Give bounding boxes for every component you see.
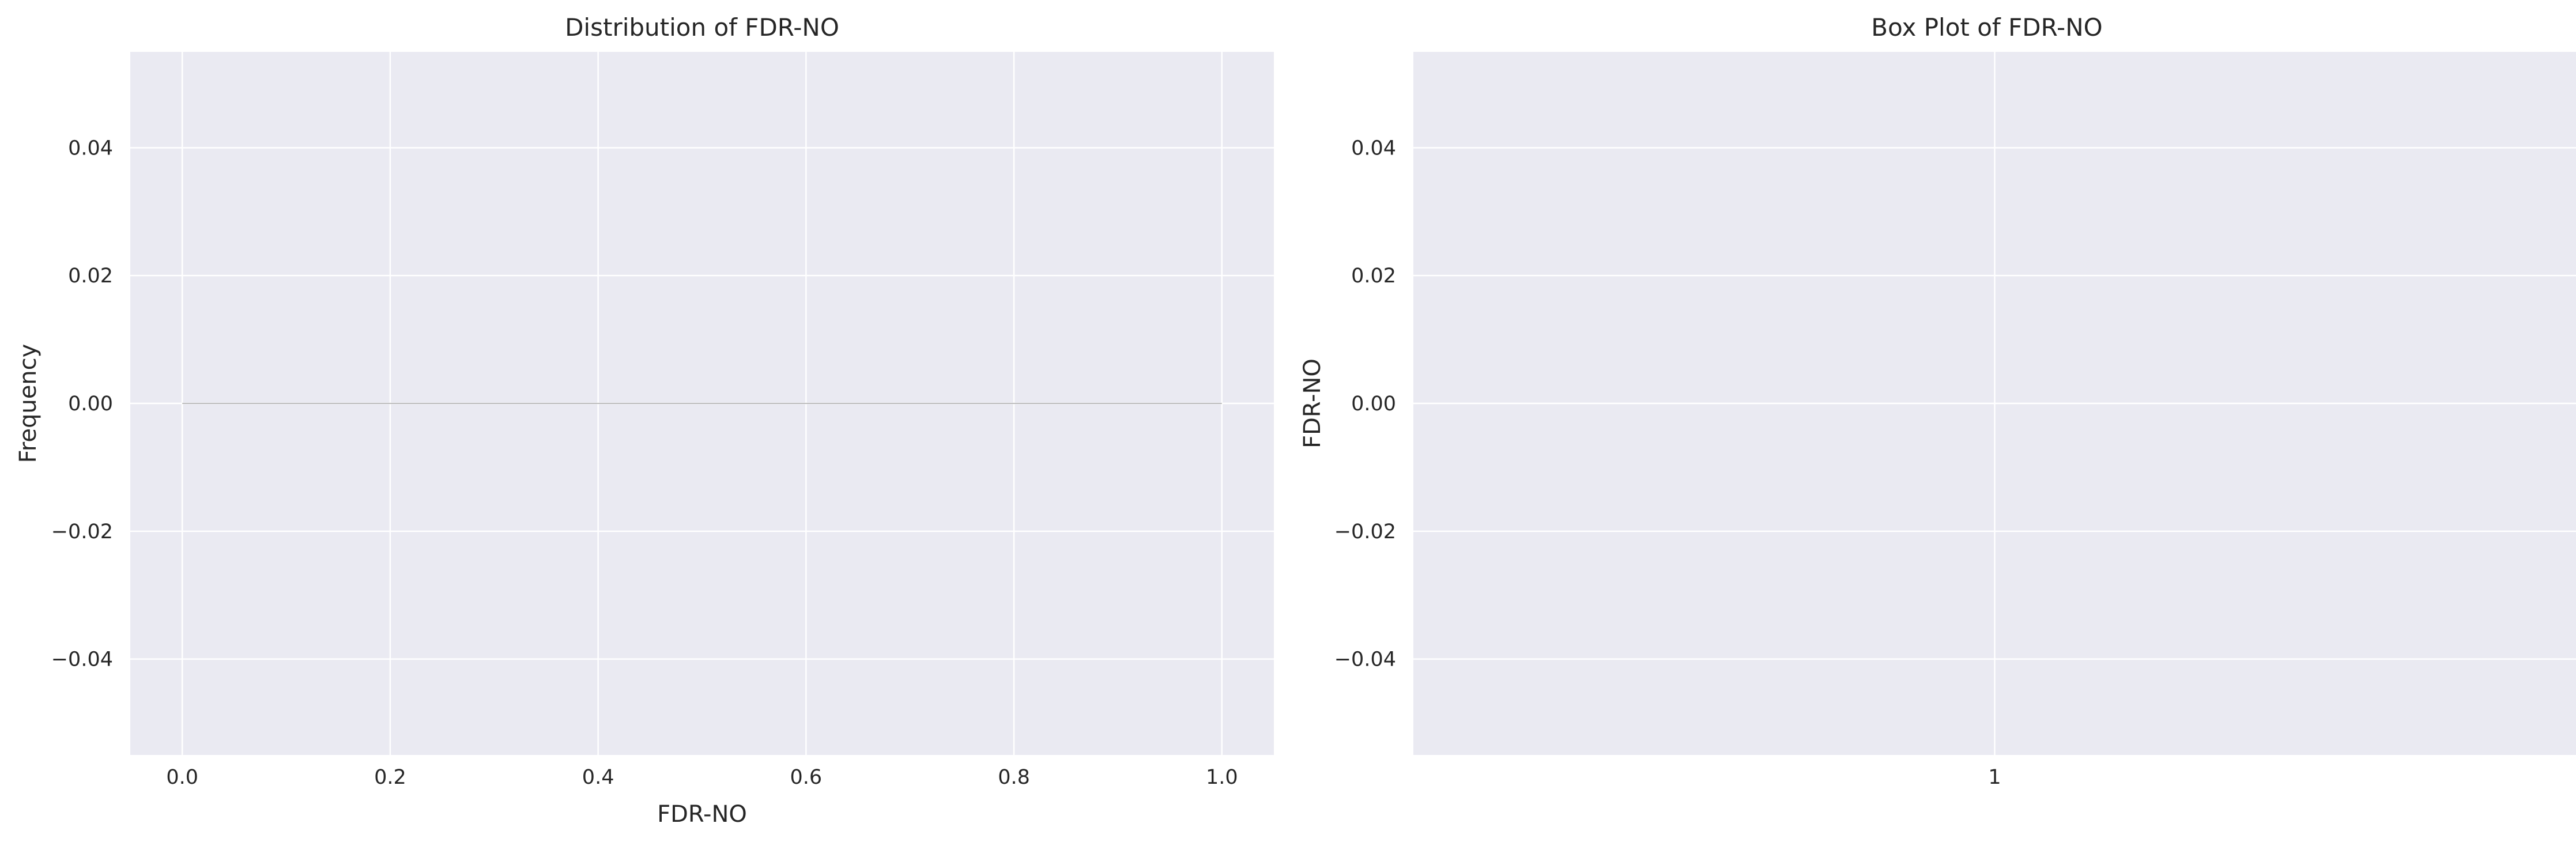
histogram-x-tick-labels: 0.0 0.2 0.4 0.6 0.8 1.0 — [166, 766, 1238, 789]
histogram-title: Distribution of FDR-NO — [565, 13, 839, 41]
boxplot-y-tick-label: 0.02 — [1351, 265, 1396, 288]
histogram-x-tick-label: 0.6 — [790, 766, 823, 789]
boxplot-y-tick-labels: 0.04 0.02 0.00 −0.02 −0.04 — [1334, 137, 1396, 671]
histogram-x-axis-label: FDR-NO — [657, 801, 747, 828]
histogram-y-axis-label: Frequency — [15, 344, 42, 463]
boxplot-grid — [1413, 52, 2576, 755]
boxplot-y-axis-label: FDR-NO — [1299, 358, 1326, 448]
histogram-y-tick-label: −0.02 — [51, 520, 113, 543]
histogram-x-tick-label: 1.0 — [1206, 766, 1238, 789]
histogram-panel: 0.0 0.2 0.4 0.6 0.8 1.0 0.04 0.02 0.00 −0.02 −0.0… — [15, 13, 1274, 828]
boxplot-x-tick-label: 1 — [1988, 766, 2001, 789]
histogram-x-tick-label: 0.2 — [374, 766, 406, 789]
histogram-y-tick-label: 0.04 — [68, 137, 113, 160]
histogram-x-tick-label: 0.8 — [998, 766, 1030, 789]
boxplot-y-tick-label: −0.02 — [1334, 520, 1396, 543]
histogram-y-tick-labels: 0.04 0.02 0.00 −0.02 −0.04 — [51, 137, 113, 671]
histogram-y-tick-label: −0.04 — [51, 648, 113, 671]
boxplot-x-tick-labels: 1 — [1988, 766, 2001, 789]
boxplot-title: Box Plot of FDR-NO — [1871, 13, 2102, 41]
histogram-y-tick-label: 0.00 — [68, 392, 113, 416]
boxplot-y-tick-label: −0.04 — [1334, 648, 1396, 671]
boxplot-panel: 1 0.04 0.02 0.00 −0.02 −0.04 Box Plot of FDR… — [1299, 13, 2576, 789]
histogram-y-tick-label: 0.02 — [68, 265, 113, 288]
boxplot-y-tick-label: 0.00 — [1351, 392, 1396, 416]
boxplot-y-tick-label: 0.04 — [1351, 137, 1396, 160]
histogram-x-tick-label: 0.4 — [582, 766, 614, 789]
histogram-x-tick-label: 0.0 — [166, 766, 198, 789]
